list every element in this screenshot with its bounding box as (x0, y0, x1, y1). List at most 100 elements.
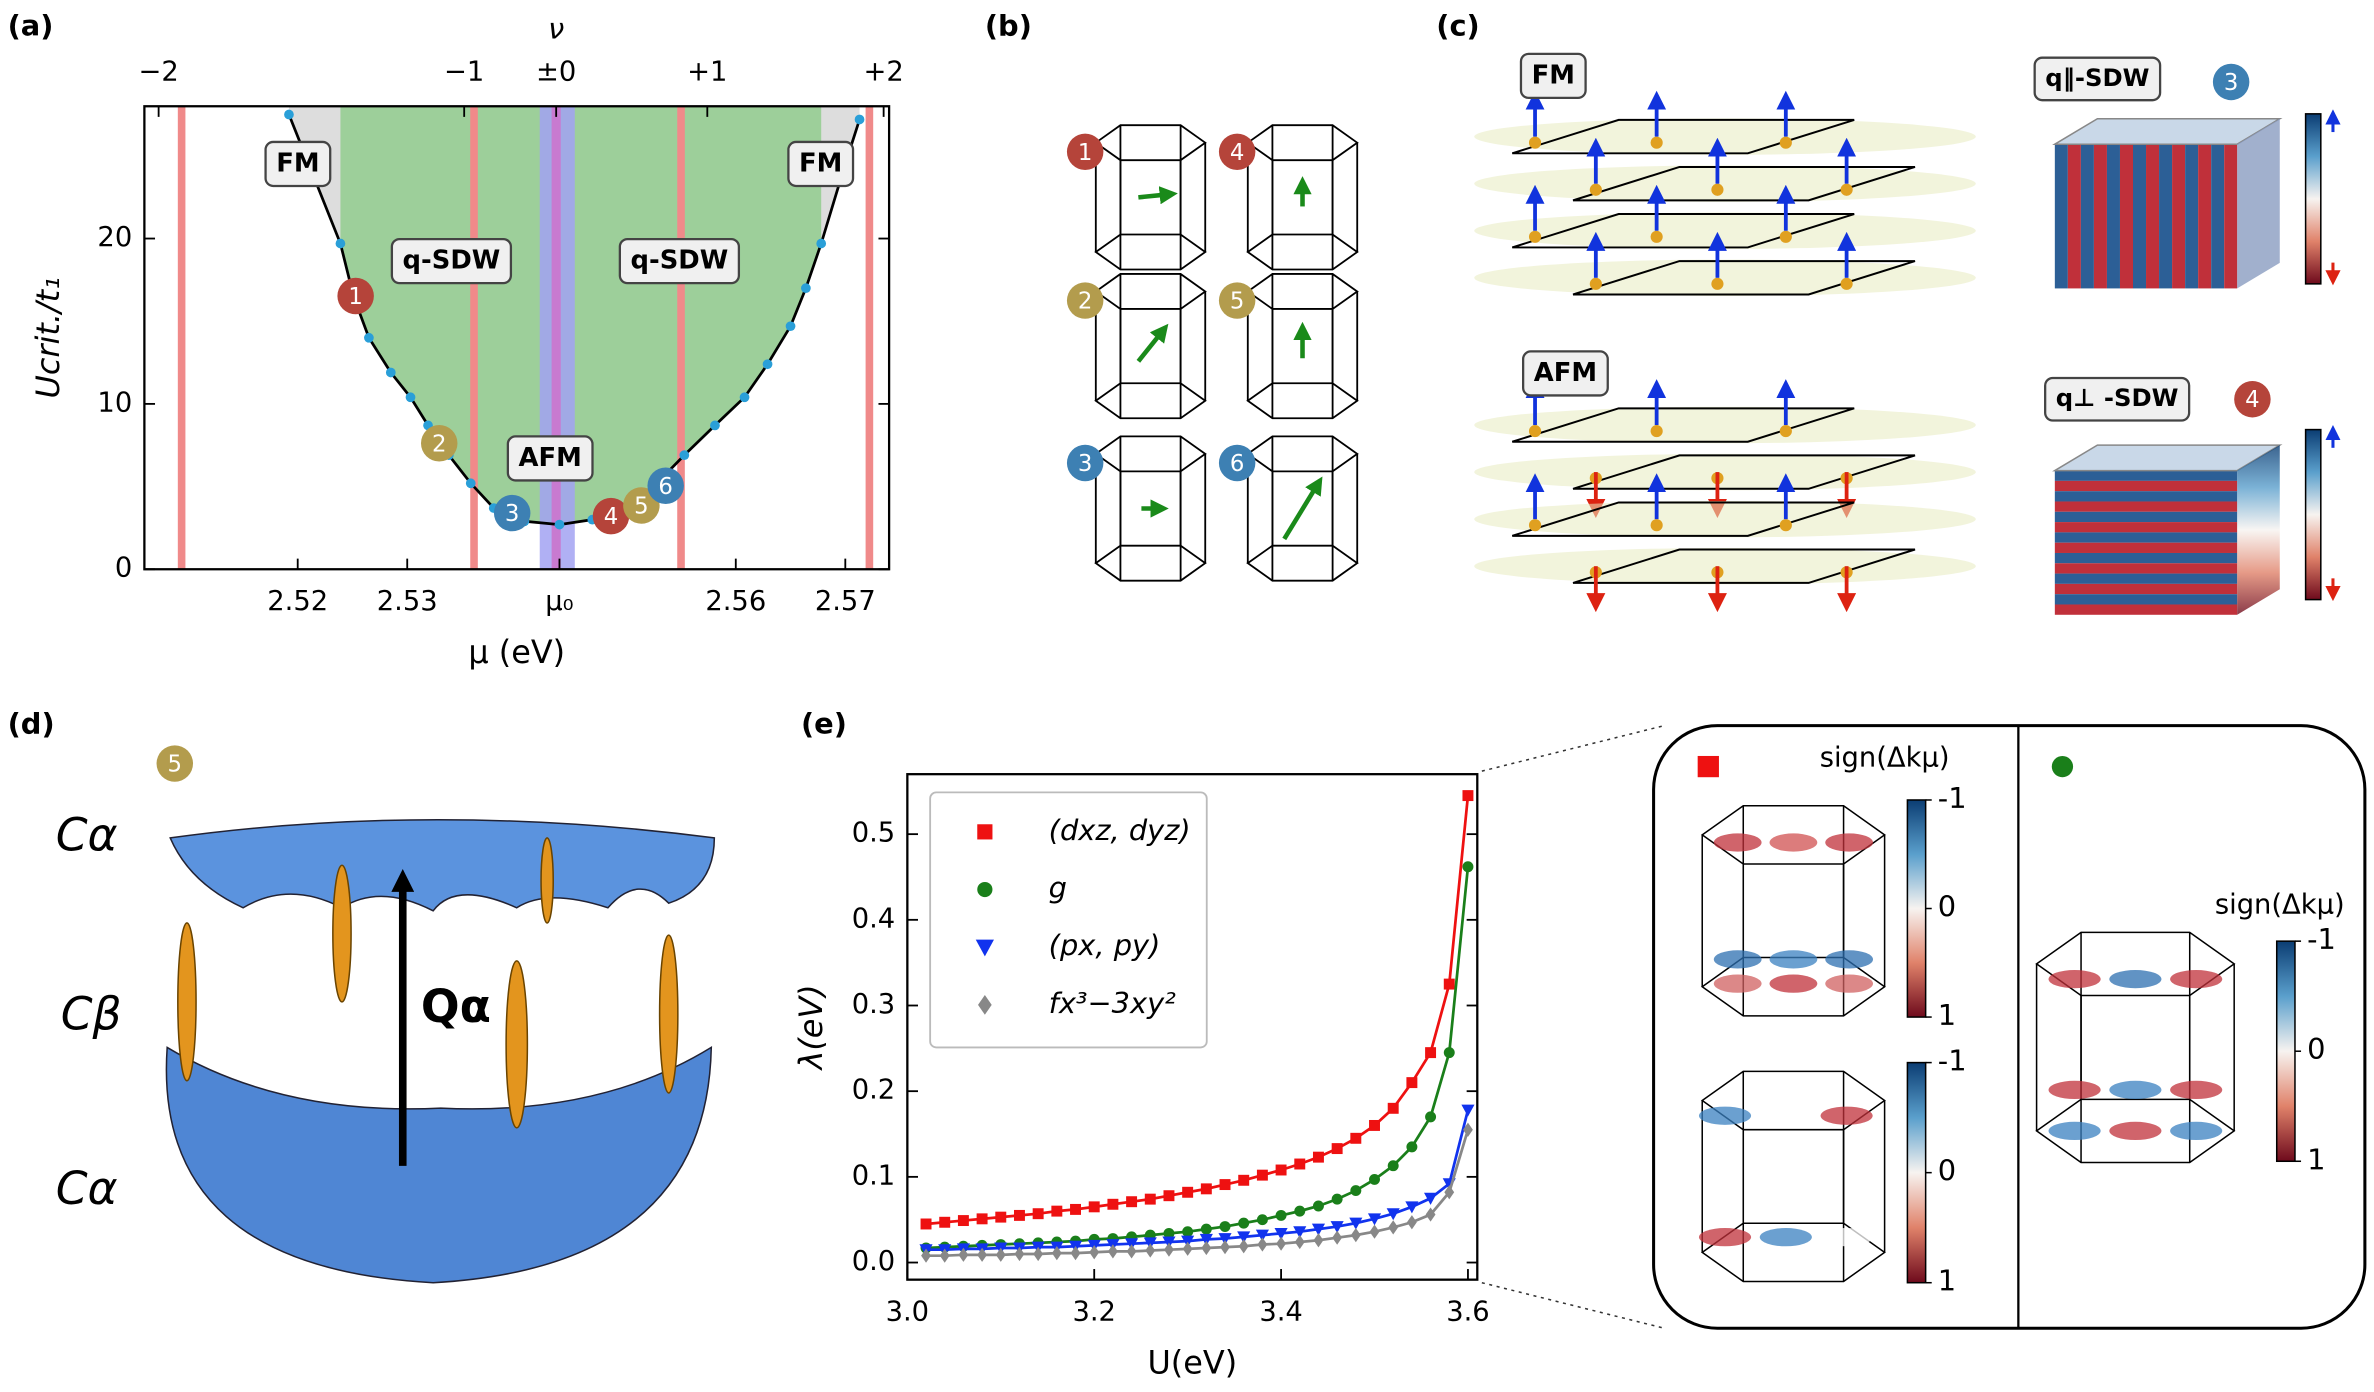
data-point (939, 1216, 951, 1228)
atom (1840, 277, 1853, 290)
atom (1528, 425, 1542, 438)
label-box-frame (2044, 376, 2191, 422)
inset-frame (1652, 724, 2367, 1330)
prism-top (1094, 435, 1207, 473)
unit-cell (1572, 548, 1916, 584)
data-point (1405, 1201, 1419, 1214)
data-point (1388, 1220, 1399, 1235)
data-point (1294, 1234, 1305, 1250)
zoom-line (1481, 724, 1665, 772)
data-point (995, 1211, 1007, 1223)
y-tick-label: 0.3 (852, 989, 895, 1020)
spin-density-cube (2052, 117, 2283, 289)
number-marker (647, 467, 684, 504)
unit-cell (1511, 213, 1855, 249)
data-point (1275, 1209, 1287, 1221)
x-tick-label: 3.0 (886, 1297, 929, 1328)
number-marker-label: 1 (348, 284, 362, 310)
data-point (1350, 1228, 1361, 1243)
data-point (1164, 1242, 1174, 1257)
label-box-frame (506, 435, 594, 482)
data-point (465, 478, 476, 489)
x-tick-label: μ₀ (545, 586, 573, 617)
stripe (2054, 552, 2238, 564)
data-point (385, 367, 396, 378)
data-point (978, 995, 992, 1015)
top-tick-label: −1 (444, 56, 484, 87)
sheet-label: Cβ (61, 988, 122, 1041)
colorbar-tick-label: 0 (2307, 1032, 2325, 1066)
gap-sign-blob (1769, 833, 1818, 852)
data-point (921, 1248, 931, 1263)
number-marker-label: 1 (1078, 140, 1092, 166)
stripe (2054, 563, 2238, 574)
unit-cell (1572, 454, 1916, 490)
stripe (2054, 501, 2238, 512)
plot-area (177, 106, 874, 570)
colorbar (2275, 940, 2296, 1163)
data-point (2051, 755, 2074, 778)
legend-label: g (1049, 871, 1067, 905)
label-box-frame (2033, 56, 2162, 102)
data-point (762, 359, 773, 370)
legend-label: fx³−3xy² (1049, 986, 1177, 1020)
x-tick-label: 2.56 (705, 586, 766, 617)
data-point (1070, 1203, 1081, 1215)
plot-area (919, 790, 1475, 1263)
nesting-vector (1136, 323, 1169, 363)
series-line (926, 1129, 1470, 1258)
data-point (1255, 1229, 1269, 1242)
data-point (1312, 1151, 1324, 1163)
number-marker-label: 6 (1230, 451, 1244, 477)
data-point (958, 1247, 969, 1262)
top-tick-label: +1 (687, 56, 727, 87)
gap-sign-blob (1713, 950, 1762, 969)
atom (1840, 183, 1853, 196)
colorbar-tick-label: 1 (1938, 1264, 1956, 1298)
stripe (2054, 470, 2238, 481)
y-tick-label: 0.2 (852, 1075, 895, 1106)
top-axis-label: ν (548, 11, 564, 45)
data-point (1462, 861, 1474, 873)
label-box-text: q⊥ -SDW (2056, 383, 2179, 412)
colorbar (2304, 113, 2322, 285)
prism (1094, 124, 1207, 271)
data-point (977, 881, 993, 898)
data-point (1162, 1236, 1176, 1249)
gap-sign-blob (1825, 950, 1874, 969)
atom (1589, 277, 1602, 290)
cube-side (2237, 118, 2280, 289)
y-axis-label: λ(eV) (792, 984, 830, 1071)
panel-label: (d) (8, 707, 55, 741)
number-marker (1218, 133, 1256, 171)
nesting-vector (1282, 476, 1323, 541)
top-tick-label: +2 (863, 56, 903, 87)
number-marker (2212, 63, 2250, 101)
atom (1650, 425, 1663, 438)
atom (1711, 183, 1724, 196)
data-point (1331, 1143, 1343, 1155)
prism-top (1246, 435, 1359, 473)
label-box-frame (264, 140, 332, 188)
gap-sign-blob (1759, 1106, 1812, 1125)
data-point (1013, 1209, 1025, 1221)
data-point (1697, 755, 1719, 778)
colorbar-tick-label: 0 (1938, 890, 1956, 924)
gap-sign-blob (1698, 1228, 1752, 1247)
data-point (554, 519, 565, 530)
data-point (1144, 1193, 1156, 1205)
label-box: q-SDW (618, 237, 741, 285)
unit-cell (1572, 260, 1916, 296)
atom (1528, 136, 1542, 149)
prism-bottom (1094, 544, 1207, 582)
data-point (1312, 1200, 1324, 1212)
number-marker-label: 3 (2224, 70, 2238, 96)
data-point (1406, 1141, 1418, 1153)
colorbar (2304, 428, 2322, 601)
gap-sign-blob (1769, 974, 1818, 993)
gap-sign-blob (1769, 950, 1818, 969)
data-point (1350, 1185, 1362, 1197)
number-marker-label: 4 (604, 504, 618, 530)
